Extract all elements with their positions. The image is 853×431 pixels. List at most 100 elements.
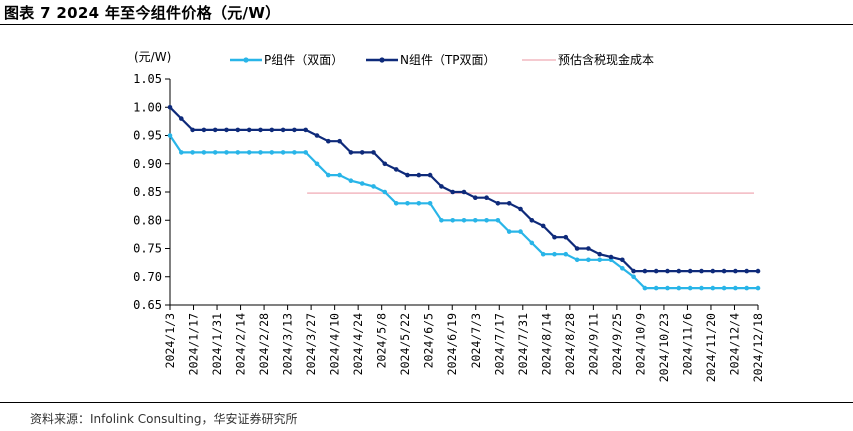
n-series-point xyxy=(314,133,320,138)
p-series-point xyxy=(574,257,580,263)
n-series-point xyxy=(733,268,738,274)
p-series-point xyxy=(473,218,478,223)
n-series-point xyxy=(653,268,659,274)
n-series-point xyxy=(473,195,478,200)
n-series-point xyxy=(393,167,399,172)
y-tick-label: 0.75 xyxy=(133,242,162,256)
n-series-point xyxy=(676,268,682,274)
legend-item-n: N组件（TP双面） xyxy=(366,53,496,67)
source-rule xyxy=(0,402,853,403)
n-series-point xyxy=(359,150,365,155)
n-series-point xyxy=(303,127,309,133)
p-series-point xyxy=(540,251,546,257)
x-tick-label: 2024/11/20 xyxy=(704,313,718,382)
p-series-point xyxy=(721,285,727,291)
n-series-point xyxy=(167,105,173,110)
x-tick-label: 2024/9/25 xyxy=(610,313,624,375)
p-series-point xyxy=(427,201,433,206)
x-tick-label: 2024/10/9 xyxy=(633,313,647,375)
n-series-point xyxy=(608,254,614,260)
n-series-point xyxy=(371,150,376,155)
y-unit-label: (元/W) xyxy=(134,50,171,64)
p-series-point xyxy=(337,172,342,178)
p-series-point xyxy=(450,218,456,223)
p-series-point xyxy=(755,285,761,291)
p-series-point xyxy=(744,285,749,291)
n-series-point xyxy=(721,268,727,274)
n-series-point xyxy=(348,150,354,155)
n-series-point xyxy=(179,116,184,121)
p-series-point xyxy=(495,218,501,223)
n-series-point xyxy=(665,268,670,274)
x-tick-label: 2024/5/8 xyxy=(375,313,389,368)
legend-item-p: P组件（双面） xyxy=(230,53,343,67)
n-series-point xyxy=(405,172,410,178)
n-series-point xyxy=(224,127,229,133)
x-tick-label: 2024/3/13 xyxy=(281,313,295,375)
p-series-point xyxy=(382,189,388,195)
p-series-point xyxy=(416,201,422,206)
n-series-point xyxy=(755,268,761,274)
n-series-point xyxy=(212,127,218,133)
p-series-point xyxy=(201,150,207,155)
legend: P组件（双面） N组件（TP双面） 预估含税现金成本 xyxy=(230,52,654,67)
p-series-point xyxy=(642,285,648,291)
n-series-point xyxy=(258,127,263,133)
p-series-point xyxy=(246,150,252,155)
p-series-line xyxy=(169,134,758,290)
n-series-point xyxy=(201,127,207,133)
n-series-point xyxy=(427,172,433,178)
y-tick-label: 0.70 xyxy=(133,270,162,284)
x-tick-label: 2024/1/31 xyxy=(210,313,224,375)
n-series-point xyxy=(246,127,252,133)
p-series-point xyxy=(586,257,591,263)
x-tick-label: 2024/1/17 xyxy=(187,313,201,375)
n-series-point xyxy=(631,268,636,274)
n-series-point xyxy=(439,184,444,189)
legend-label-n: N组件（TP双面） xyxy=(400,53,496,67)
n-series-point xyxy=(552,234,557,240)
x-tick-label: 2024/7/3 xyxy=(469,313,483,368)
p-series-point xyxy=(303,150,309,155)
n-series-point xyxy=(699,268,704,274)
n-series-point xyxy=(450,189,456,195)
p-series-point xyxy=(620,266,625,271)
p-series-point xyxy=(393,201,399,206)
n-series-point xyxy=(744,268,749,274)
n-series-point xyxy=(416,172,422,178)
y-tick-label: 0.85 xyxy=(133,185,162,199)
p-series-point xyxy=(439,218,444,223)
n-series-point xyxy=(280,127,286,133)
p-series-point xyxy=(552,251,557,257)
p-series-point xyxy=(359,181,365,186)
p-series-layer xyxy=(167,133,761,291)
x-tick-label: 2024/7/17 xyxy=(492,313,506,375)
p-series-point xyxy=(563,251,569,257)
x-tick-label: 2024/3/27 xyxy=(304,313,318,375)
x-tick-label: 2024/4/10 xyxy=(328,313,342,375)
p-series-point xyxy=(280,150,286,155)
x-tick-label: 2024/6/19 xyxy=(445,313,459,375)
p-series-point xyxy=(212,150,218,155)
p-series-point xyxy=(314,161,320,167)
x-tick-label: 2024/6/5 xyxy=(422,313,436,368)
p-series-point xyxy=(710,285,716,291)
p-series-point xyxy=(676,285,682,291)
n-series-point xyxy=(269,127,275,133)
x-tick-label: 2024/10/23 xyxy=(657,313,671,382)
n-series-point xyxy=(529,218,535,223)
title-rule xyxy=(0,24,853,25)
x-tick-label: 2024/4/24 xyxy=(351,313,365,375)
y-tick-label: 0.65 xyxy=(133,298,162,312)
n-series-point xyxy=(597,251,602,257)
legend-label-p: P组件（双面） xyxy=(264,53,343,67)
x-tick-label: 2024/7/31 xyxy=(516,313,530,375)
x-tick-label: 2024/5/22 xyxy=(398,313,412,375)
n-series-point xyxy=(506,201,512,206)
y-axis: 1.05 1.00 0.95 0.90 0.85 0.80 0.75 0.70 0.65 xyxy=(133,72,171,312)
n-series-point xyxy=(518,206,523,212)
p-series-point xyxy=(631,274,636,280)
p-series-point xyxy=(699,285,704,291)
n-series-point xyxy=(190,127,195,133)
n-series-point xyxy=(382,161,388,167)
